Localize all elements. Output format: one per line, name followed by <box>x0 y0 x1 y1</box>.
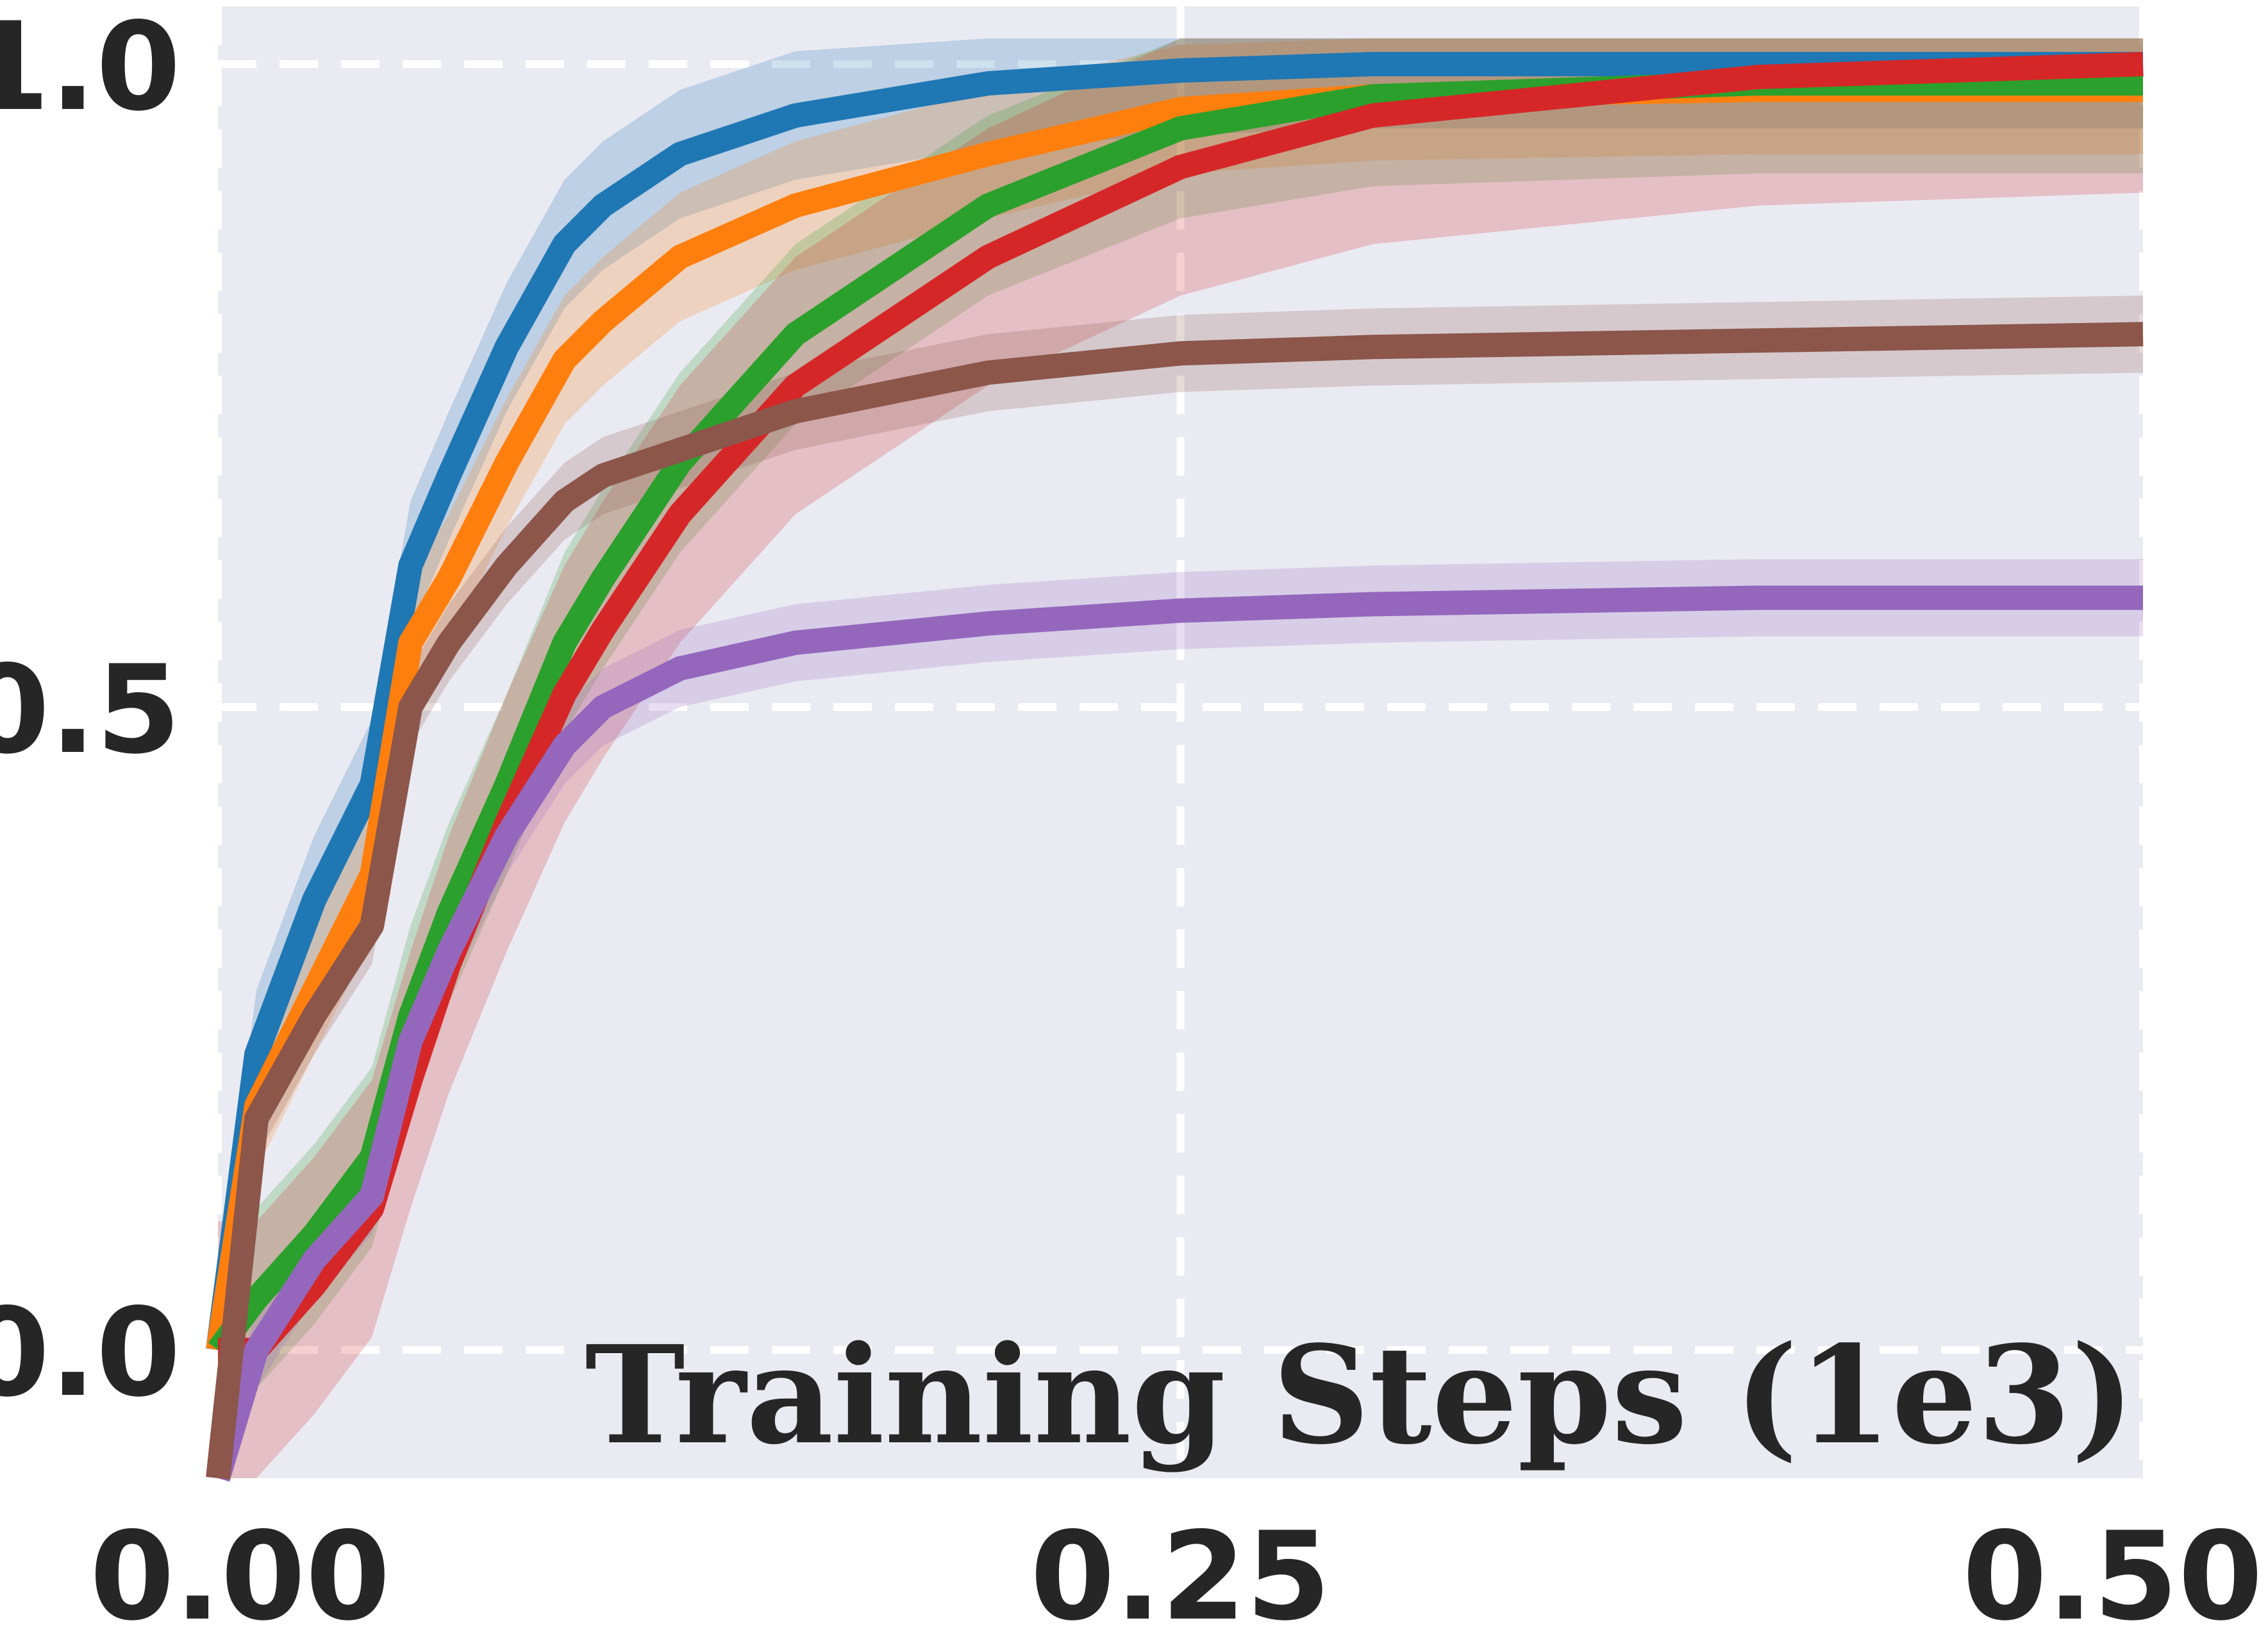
confidence-bands <box>218 38 2143 1479</box>
y-tick-label-0: 0.0 <box>0 1282 181 1424</box>
series-0-line <box>206 52 2143 1352</box>
series-2-line <box>208 71 2143 1358</box>
x-tick-label-2: 0.50 <box>1962 1506 2263 1641</box>
series-lines <box>206 52 2144 1482</box>
series-3-line <box>218 52 2144 1362</box>
y-tick-labels: 0.0 0.5 1.0 <box>0 0 181 1424</box>
series-3-band <box>218 38 2143 1479</box>
y-tick-label-1: 0.5 <box>0 639 181 781</box>
x-tick-label-0: 0.00 <box>90 1506 390 1641</box>
x-tick-labels: 0.00 0.25 0.50 <box>90 1506 2263 1641</box>
x-tick-label-1: 0.25 <box>1030 1506 1331 1641</box>
y-tick-label-2: 1.0 <box>0 0 181 138</box>
series-2-band <box>218 38 2143 1440</box>
series-4-line <box>206 585 2143 1482</box>
series-5-line <box>206 322 2144 1480</box>
x-axis-title: Training Steps (1e3) <box>585 1316 2135 1474</box>
